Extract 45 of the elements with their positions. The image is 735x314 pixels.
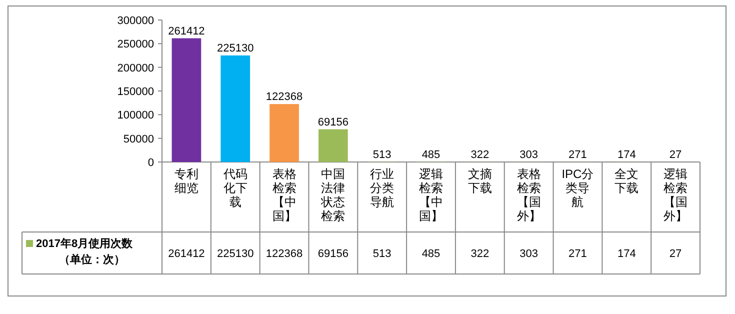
text: 271 xyxy=(568,148,587,161)
data-label: 485 xyxy=(422,248,440,260)
text: 69156 xyxy=(318,116,348,128)
bar xyxy=(270,104,299,162)
text: 322 xyxy=(470,148,490,161)
text: 225130 xyxy=(217,42,254,54)
x-tick-label: 行业分类导航 xyxy=(370,167,394,209)
text: 303 xyxy=(520,148,538,161)
data-label: 27 xyxy=(669,248,682,260)
data-label: 322 xyxy=(470,248,490,260)
y-tick-label: 50000 xyxy=(123,133,154,146)
data-label: 271 xyxy=(568,248,587,260)
text: 27 xyxy=(669,148,682,161)
bar xyxy=(172,38,202,162)
y-tick-label: 100000 xyxy=(117,110,154,122)
x-tick-label: 中国法律状态检索 xyxy=(320,167,346,223)
bar xyxy=(220,55,250,162)
text: 174 xyxy=(617,148,636,161)
x-tick-label: 表格检索【国外】 xyxy=(516,167,541,223)
data-label: 261412 xyxy=(168,248,205,260)
text: 485 xyxy=(422,148,440,161)
bar xyxy=(318,129,348,162)
text: 261412 xyxy=(168,25,205,38)
y-tick-label: 150000 xyxy=(117,86,154,98)
x-tick-label: 全文下载 xyxy=(614,167,639,195)
data-label: 174 xyxy=(617,248,636,260)
x-tick-label: 逻辑检索【中国】 xyxy=(419,167,443,223)
y-tick-label: 250000 xyxy=(117,38,154,51)
x-tick-label: 表格检索【中国】 xyxy=(272,167,296,223)
x-tick-label: 专利细览 xyxy=(174,167,198,195)
data-label: 122368 xyxy=(266,248,303,260)
data-label: 303 xyxy=(520,248,538,260)
x-tick-label: 逻辑检索【国外】 xyxy=(664,167,688,223)
data-label: 69156 xyxy=(318,248,348,260)
data-label: 513 xyxy=(372,248,392,260)
text: 122368 xyxy=(266,91,303,104)
data-label: 225130 xyxy=(217,248,254,260)
y-tick-label: 0 xyxy=(148,157,154,169)
x-tick-label: IPC分类导航 xyxy=(562,167,594,209)
y-tick-label: 200000 xyxy=(117,62,154,74)
legend-label: 2017年8月使用次数（单位：次） xyxy=(36,237,134,266)
y-tick-label: 300000 xyxy=(117,15,154,27)
x-tick-label: 文摘下载 xyxy=(468,167,492,195)
x-tick-label: 代码化下载 xyxy=(222,167,248,209)
text: 513 xyxy=(372,148,392,161)
